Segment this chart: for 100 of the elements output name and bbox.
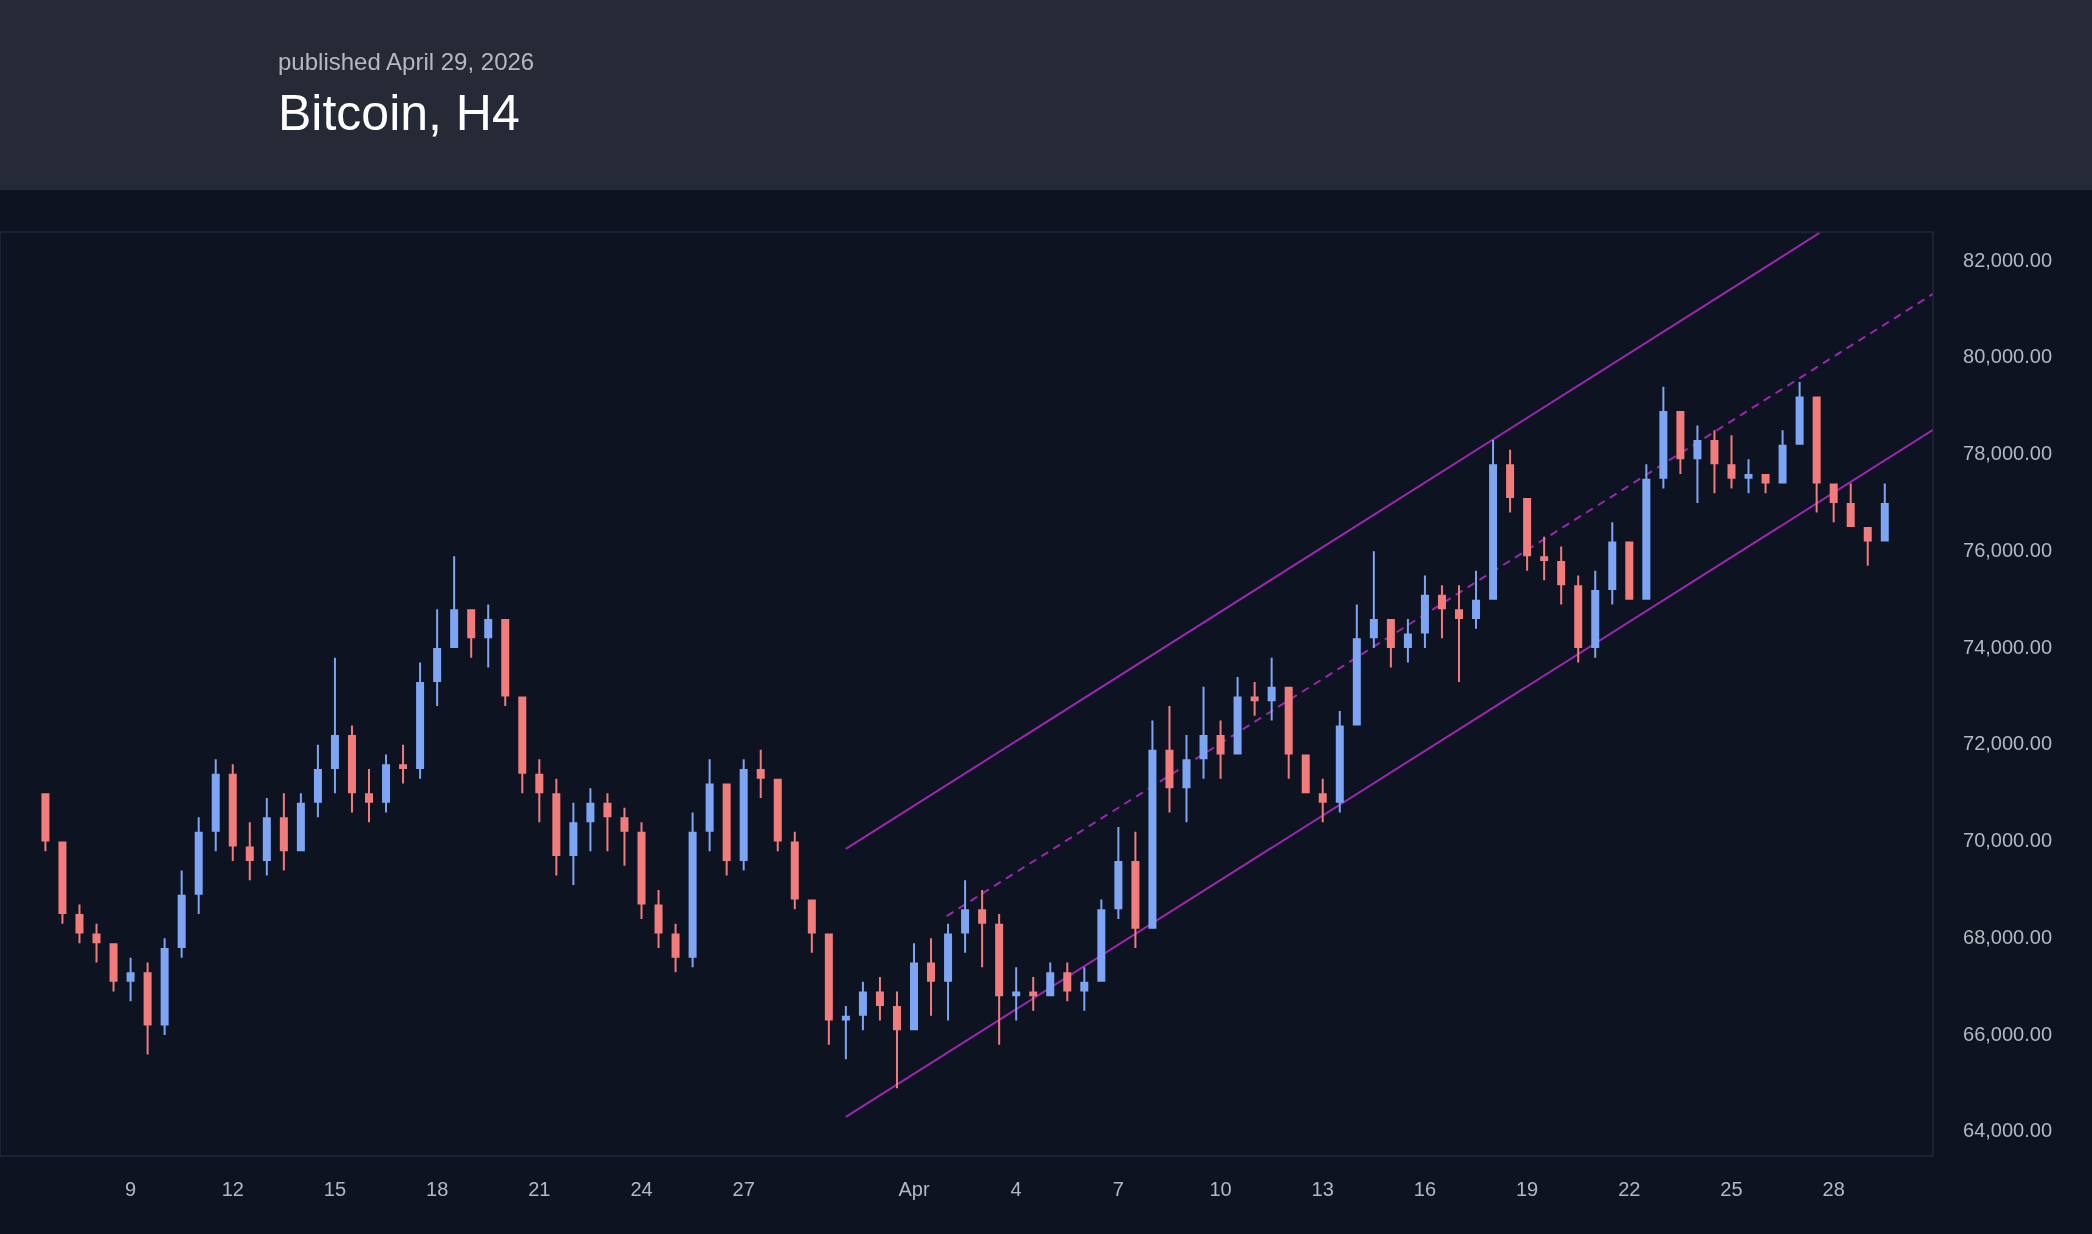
candlestick (1301, 754, 1310, 794)
candlestick (1437, 585, 1446, 639)
candlestick (194, 817, 203, 915)
candlestick (1335, 710, 1344, 813)
candlestick (467, 609, 476, 658)
candlestick (1352, 604, 1361, 726)
y-tick-label: 82,000.00 (1963, 248, 2053, 271)
candlestick (961, 880, 970, 953)
candlestick (1131, 831, 1140, 948)
candlestick (773, 778, 782, 852)
candlestick (875, 977, 884, 1021)
candlestick (41, 793, 50, 852)
candlestick (92, 923, 101, 963)
candlestick (995, 914, 1004, 1045)
candlestick (296, 793, 305, 852)
y-tick-label: 74,000.00 (1963, 635, 2053, 658)
candlestick (433, 609, 442, 707)
x-tick-label: 21 (528, 1177, 551, 1200)
candlestick (927, 938, 936, 1016)
candlestick (58, 841, 67, 924)
candlestick (637, 822, 646, 919)
x-tick-label: 18 (426, 1177, 449, 1200)
candlestick (722, 783, 731, 876)
y-tick-label: 76,000.00 (1963, 538, 2053, 561)
candlestick (450, 556, 459, 649)
candlestick (1403, 619, 1412, 663)
candlestick (841, 1006, 850, 1060)
candlestick (1216, 720, 1225, 779)
x-tick-label: 27 (732, 1177, 755, 1200)
candlestick (1097, 899, 1106, 982)
candlestick (365, 768, 374, 823)
x-tick-label: 24 (630, 1177, 653, 1200)
candlestick (620, 807, 629, 866)
candlestick (1250, 681, 1259, 716)
y-tick-label: 78,000.00 (1963, 442, 2053, 465)
candlestick (143, 962, 152, 1055)
candlestick (75, 904, 84, 944)
candlestick (671, 923, 680, 973)
candlestick (858, 981, 867, 1031)
candlestick (807, 899, 816, 953)
candlestick (944, 923, 953, 1021)
candlestick (1012, 967, 1021, 1021)
candlestick (1676, 411, 1685, 474)
candlestick (416, 662, 425, 779)
candlestick (1472, 570, 1481, 629)
candlestick (824, 933, 833, 1045)
candlestick (654, 889, 663, 948)
candlestick (262, 798, 271, 876)
candlestick (1284, 686, 1293, 779)
candlestick (1114, 827, 1123, 919)
candlestick (160, 938, 169, 1036)
candlestick (1148, 720, 1157, 929)
candlestick (347, 725, 356, 813)
candlestick (535, 759, 544, 823)
x-tick-label: 28 (1822, 1177, 1845, 1200)
candlestick (1591, 570, 1600, 658)
candlestick (1369, 551, 1378, 649)
y-tick-label: 64,000.00 (1963, 1119, 2053, 1142)
candlestick (569, 802, 578, 886)
candlestick (1557, 546, 1566, 605)
x-tick-label: Apr (898, 1177, 930, 1200)
candlestick (279, 793, 288, 871)
candlestick (1574, 575, 1583, 663)
candlestick (330, 657, 339, 794)
candlestick (313, 744, 322, 818)
x-tick-label: 12 (221, 1177, 244, 1200)
candlestick (688, 812, 697, 968)
candlestick (1454, 585, 1463, 682)
candlestick (1080, 967, 1089, 1011)
candlestick (1489, 440, 1498, 600)
x-tick-label: 22 (1618, 1177, 1641, 1200)
candlestick (1625, 541, 1634, 600)
x-tick-label: 10 (1209, 1177, 1232, 1200)
candlestick (1063, 962, 1072, 1002)
candlestick (126, 957, 135, 1002)
candlestick (1778, 430, 1787, 484)
x-tick-label: 25 (1720, 1177, 1743, 1200)
candlestick (1540, 536, 1549, 581)
candlestick (245, 822, 254, 881)
candlestick (211, 759, 220, 852)
candlestick (1642, 464, 1651, 600)
candlestick (1727, 435, 1736, 489)
candlestick (1318, 778, 1327, 823)
candlestick (1812, 396, 1821, 513)
candlestick (586, 788, 595, 852)
candlestick (790, 831, 799, 910)
x-tick-label: 7 (1112, 1177, 1124, 1200)
candlestick (1182, 735, 1191, 823)
candlestick (1693, 425, 1702, 503)
candlestick (1846, 483, 1855, 528)
x-tick-label: 16 (1413, 1177, 1437, 1200)
candlestick (228, 764, 237, 861)
candlestick (1506, 449, 1515, 513)
candlestick (518, 696, 527, 794)
candlestick (1233, 677, 1242, 755)
candlestick (1199, 686, 1208, 779)
candlestick (1420, 575, 1429, 649)
candlestick (603, 793, 612, 852)
candlestick (177, 870, 186, 958)
candlestick (382, 754, 391, 813)
